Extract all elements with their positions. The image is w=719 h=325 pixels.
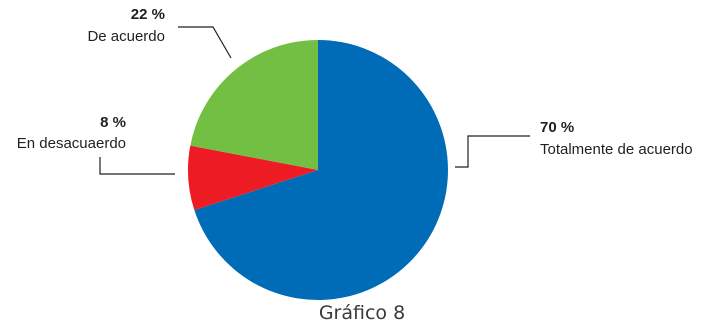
slice-label-totalmente: Totalmente de acuerdo	[540, 141, 693, 158]
pie-slice-totalmente-de-acuerdo	[194, 40, 448, 300]
slice-label-de-acuerdo: De acuerdo	[87, 28, 165, 45]
pct-label-en-desacuaerdo: 8 %	[100, 114, 126, 131]
leader-line-totalmente	[455, 135, 530, 168]
pct-label-de-acuerdo: 22 %	[131, 6, 165, 23]
pie-slice-en-desacuaerdo	[187, 145, 318, 211]
pie-slices	[187, 40, 448, 300]
leader-line-de-acuerdo	[178, 26, 232, 59]
chart-caption: Gráfico 8	[319, 302, 405, 324]
pie-slice-de-acuerdo	[190, 40, 318, 170]
slice-label-en-desacuaerdo: En desacuaerdo	[17, 135, 126, 152]
leader-line-en-desacuaerdo	[99, 157, 175, 175]
pct-label-totalmente: 70 %	[540, 119, 574, 136]
